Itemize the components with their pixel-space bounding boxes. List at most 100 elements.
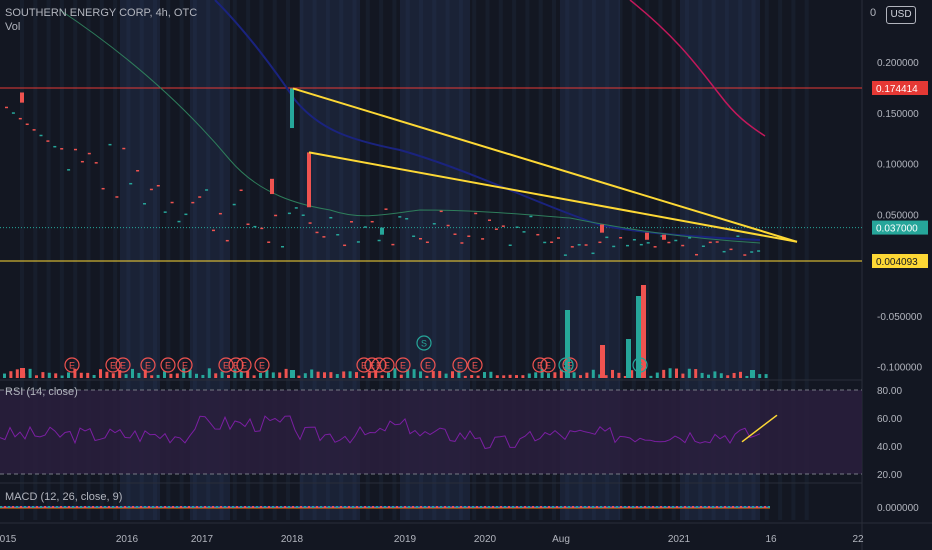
- volume-bar: [750, 370, 755, 378]
- macd-histogram-bar: [544, 506, 546, 508]
- ma-mid-line: [214, 0, 761, 241]
- currency-button[interactable]: USD: [886, 6, 916, 24]
- macd-histogram-bar: [352, 506, 354, 508]
- background-band: [365, 0, 370, 520]
- price-candle: [290, 88, 294, 129]
- macd-histogram-bar: [388, 506, 390, 508]
- price-candle: [270, 178, 274, 195]
- event-marker-icon: [140, 357, 156, 373]
- price-tick-label: 0.150000: [877, 109, 919, 120]
- volume-bar: [3, 373, 6, 378]
- background-band: [126, 0, 131, 520]
- macd-histogram-bar: [552, 506, 554, 508]
- volume-bar: [600, 345, 605, 378]
- volume-bar: [476, 375, 480, 378]
- macd-histogram-bar: [580, 506, 582, 508]
- price-candle: [600, 224, 604, 233]
- volume-bar: [425, 375, 429, 378]
- macd-histogram-bar: [156, 506, 158, 508]
- macd-histogram-bar: [476, 506, 478, 508]
- volume-bar: [457, 370, 461, 378]
- trendline: [308, 151, 798, 243]
- macd-histogram-bar: [176, 506, 178, 508]
- macd-histogram-bar: [164, 506, 166, 508]
- macd-histogram-bar: [264, 506, 266, 508]
- background-band: [605, 0, 610, 520]
- macd-histogram-bar: [760, 506, 762, 508]
- price-candle: [18, 117, 22, 120]
- macd-histogram-bar: [616, 506, 618, 508]
- macd-histogram-bar: [380, 506, 382, 508]
- volume-bar: [732, 372, 736, 378]
- price-tick-label: -0.050000: [877, 312, 922, 323]
- background-band: [392, 0, 397, 520]
- event-marker-icon: [105, 357, 121, 373]
- price-badge: [872, 81, 928, 95]
- macd-histogram-bar: [608, 506, 610, 508]
- macd-histogram-bar: [440, 506, 442, 508]
- volume-label: Vol: [5, 21, 21, 33]
- event-marker-icon: [356, 357, 372, 373]
- event-marker-label: E: [241, 361, 247, 371]
- price-candle: [232, 203, 236, 206]
- macd-histogram-bar: [696, 506, 698, 508]
- background-band: [525, 0, 530, 520]
- volume-bar: [649, 375, 653, 378]
- price-candle: [405, 218, 409, 220]
- macd-histogram-bar: [412, 506, 414, 508]
- price-candle: [163, 211, 167, 213]
- background-band: [232, 0, 237, 520]
- macd-histogram-bar: [740, 506, 742, 508]
- macd-histogram-bar: [68, 506, 70, 508]
- event-marker-label: E: [110, 361, 116, 371]
- volume-bar: [726, 375, 730, 378]
- volume-bar: [387, 372, 390, 378]
- price-candle: [11, 112, 15, 114]
- price-candle: [129, 182, 133, 185]
- volume-bar: [559, 369, 563, 378]
- volume-bar: [463, 375, 467, 378]
- background-band: [711, 0, 716, 520]
- macd-histogram-bar: [692, 506, 694, 508]
- price-candle: [626, 244, 629, 247]
- macd-histogram-bar: [64, 506, 66, 508]
- background-band: [458, 0, 463, 520]
- background-band: [618, 0, 623, 520]
- macd-histogram-bar: [252, 506, 254, 508]
- macd-histogram-bar: [524, 506, 526, 508]
- price-candle: [425, 241, 429, 244]
- price-candle: [294, 207, 298, 209]
- background-band: [299, 0, 304, 520]
- event-marker-label: E: [182, 361, 188, 371]
- volume-bar: [246, 371, 250, 378]
- volume-bar: [681, 373, 685, 378]
- volume-bar: [694, 369, 698, 378]
- volume-bar: [163, 371, 166, 378]
- macd-histogram-bar: [232, 506, 234, 508]
- macd-histogram-bar: [560, 506, 562, 508]
- macd-histogram-bar: [640, 506, 642, 508]
- volume-bar: [214, 373, 218, 378]
- volume-bar: [707, 374, 710, 378]
- macd-histogram-bar: [416, 506, 418, 508]
- background-band: [113, 0, 118, 520]
- price-candle: [322, 236, 326, 238]
- macd-histogram-bar: [588, 506, 590, 508]
- macd-histogram-bar: [168, 506, 170, 508]
- trendline: [292, 87, 798, 243]
- price-candle: [550, 241, 554, 243]
- macd-histogram-bar: [768, 506, 770, 508]
- event-marker-label: E: [69, 361, 75, 371]
- price-candle: [605, 236, 609, 239]
- price-candle: [639, 243, 643, 246]
- time-tick-label: 2018: [281, 534, 304, 545]
- macd-histogram-bar: [332, 506, 334, 508]
- price-candle: [563, 254, 567, 256]
- macd-histogram-bar: [492, 506, 494, 508]
- macd-histogram-bar: [628, 506, 630, 508]
- macd-histogram-bar: [372, 506, 374, 508]
- price-candle: [94, 162, 98, 164]
- event-marker-label: E: [425, 361, 431, 371]
- macd-histogram-bar: [436, 506, 438, 508]
